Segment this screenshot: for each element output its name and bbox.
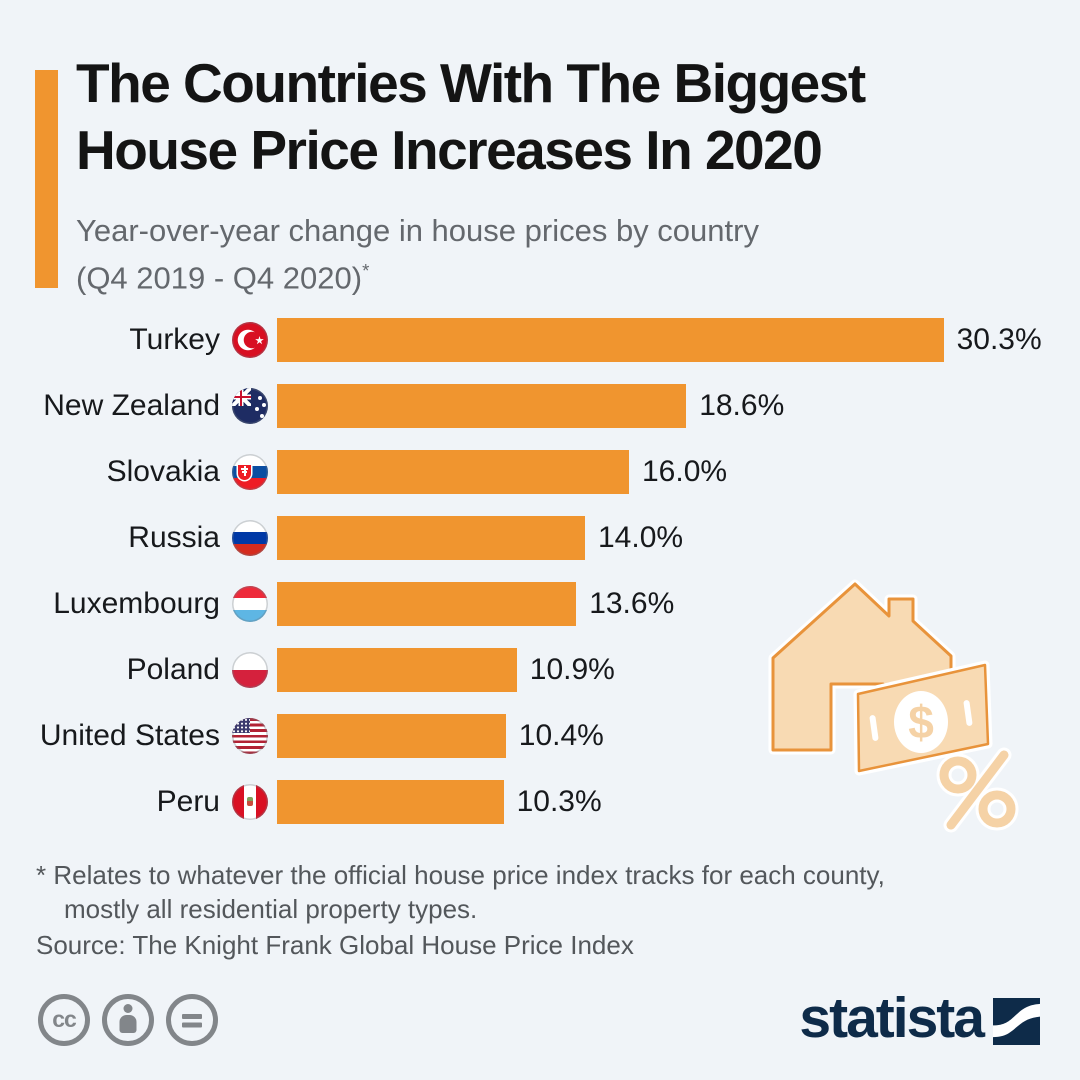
new-zealand-flag-icon <box>232 388 268 424</box>
bar-value-label: 30.3% <box>956 323 1042 356</box>
chart-row: Russia 14.0% <box>30 516 1042 560</box>
bar-value-label: 14.0% <box>598 521 684 554</box>
bar <box>277 714 506 758</box>
statista-wave-icon <box>993 998 1040 1045</box>
bar <box>277 384 687 428</box>
title-line-2: House Price Increases In 2020 <box>76 119 823 181</box>
chart-row: Slovakia 16.0% <box>30 450 1042 494</box>
bar-value-label: 10.3% <box>516 785 602 818</box>
footnote: * Relates to whatever the official house… <box>36 858 885 926</box>
country-label: New Zealand <box>43 389 220 422</box>
chart-row: New Zealand 18.6% <box>30 384 1042 428</box>
country-label: Peru <box>156 785 220 818</box>
chart-row: United States 10.4% <box>30 714 1042 758</box>
cc-icon: cc <box>38 994 90 1046</box>
chart-row: Luxembourg 13.6% <box>30 582 1042 626</box>
bar-value-label: 10.9% <box>529 653 615 686</box>
bar-value-label: 18.6% <box>699 389 785 422</box>
chart-subtitle: Year-over-year change in house prices by… <box>76 211 759 298</box>
footnote-marker: * <box>362 260 370 281</box>
slovakia-flag-icon <box>232 454 268 490</box>
country-label: Russia <box>128 521 220 554</box>
no-derivatives-icon <box>166 994 218 1046</box>
bar-value-label: 16.0% <box>642 455 728 488</box>
chart-row: Poland 10.9% <box>30 648 1042 692</box>
bar <box>277 318 944 362</box>
luxembourg-flag-icon <box>232 586 268 622</box>
chart-row: Peru 10.3% <box>30 780 1042 824</box>
footnote-line-2: mostly all residential property types. <box>64 894 478 924</box>
subtitle-line-1: Year-over-year change in house prices by… <box>76 213 759 248</box>
united-states-flag-icon <box>232 718 268 754</box>
license-badges: cc <box>38 994 218 1046</box>
country-label: United States <box>39 719 220 752</box>
bar <box>277 582 577 626</box>
statista-wordmark: statista <box>799 986 985 1050</box>
house-price-illustration: $ <box>768 579 1019 833</box>
country-label: Poland <box>126 653 220 686</box>
footnote-line-1: * Relates to whatever the official house… <box>36 860 885 890</box>
title-accent-bar <box>35 70 58 288</box>
country-label: Luxembourg <box>53 587 220 620</box>
attribution-icon <box>102 994 154 1046</box>
russia-flag-icon <box>232 520 268 556</box>
bar <box>277 780 504 824</box>
bar <box>277 648 517 692</box>
country-label: Slovakia <box>106 455 220 488</box>
source-line: Source: The Knight Frank Global House Pr… <box>36 930 634 960</box>
statista-logo: statista <box>799 990 1040 1053</box>
title-line-1: The Countries With The Biggest <box>76 52 866 114</box>
bar-value-label: 13.6% <box>589 587 675 620</box>
page-title: The Countries With The Biggest House Pri… <box>76 50 866 184</box>
poland-flag-icon <box>232 652 268 688</box>
turkey-flag-icon <box>232 322 268 358</box>
bar-value-label: 10.4% <box>518 719 604 752</box>
dollar-sign: $ <box>908 696 934 748</box>
subtitle-line-2: (Q4 2019 - Q4 2020)* <box>76 260 370 296</box>
bar <box>277 516 585 560</box>
peru-flag-icon <box>232 784 268 820</box>
country-label: Turkey <box>129 323 220 356</box>
bar <box>277 450 629 494</box>
chart-rows: Turkey 30.3% New Zealand 18.6% Slovakia … <box>30 318 1042 846</box>
chart-row: Turkey 30.3% <box>30 318 1042 362</box>
